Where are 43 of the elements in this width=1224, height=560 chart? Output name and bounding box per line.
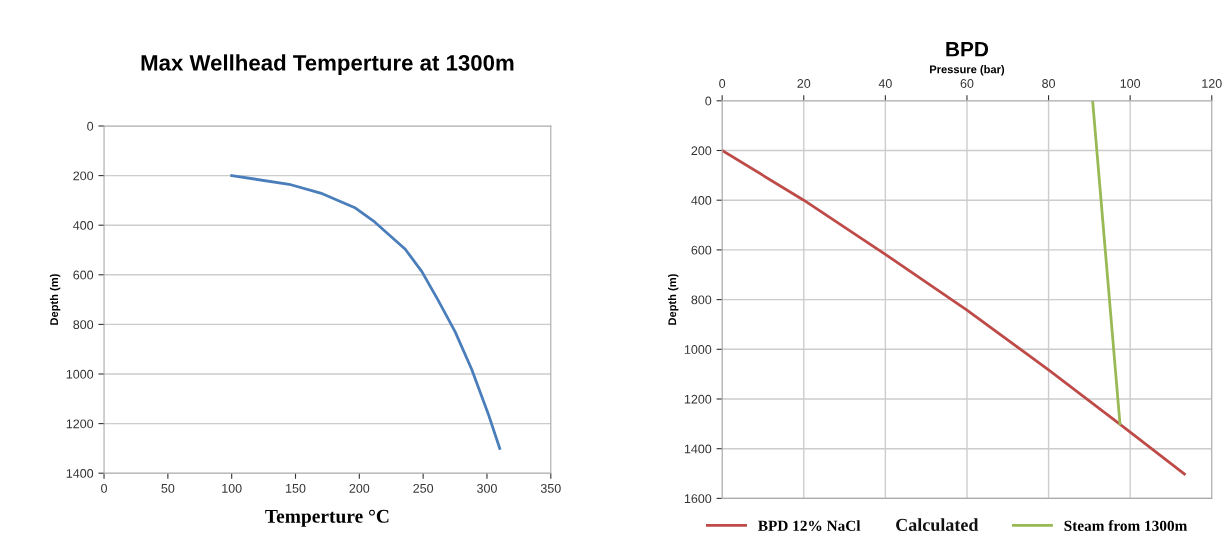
y-tick-label: 1400 bbox=[684, 444, 712, 454]
x-tick-label: 150 bbox=[286, 483, 306, 493]
y-tick-label: 400 bbox=[691, 196, 712, 205]
y-tick-label: 800 bbox=[691, 295, 712, 305]
y-tick-label: 1600 bbox=[684, 494, 712, 504]
y-tick-label: 1400 bbox=[66, 469, 94, 478]
line-series bbox=[722, 149, 1186, 476]
y-tick-label: 0 bbox=[87, 121, 94, 131]
y-tick-label: 1000 bbox=[66, 369, 94, 379]
x-axis-title: Pressure (bar) bbox=[930, 65, 1005, 76]
x-tick-label: 120 bbox=[1202, 79, 1222, 88]
y-tick-label: 1200 bbox=[684, 394, 712, 404]
x-tick-label: 50 bbox=[161, 483, 175, 493]
y-tick-label: 600 bbox=[73, 270, 94, 280]
chart-title: BPD bbox=[946, 42, 989, 57]
y-tick-label: 600 bbox=[691, 245, 712, 255]
x-tick-label: 100 bbox=[1120, 79, 1141, 88]
x-tick-label: 20 bbox=[797, 79, 811, 88]
x-axis-title: Temperture °C bbox=[265, 509, 389, 527]
y-tick-label: 1200 bbox=[66, 419, 94, 429]
x-tick-label: 300 bbox=[477, 483, 497, 493]
y-tick-label: 0 bbox=[705, 96, 712, 106]
x-tick-label: 80 bbox=[1042, 79, 1056, 88]
legend-label: Steam from 1300m bbox=[1064, 520, 1188, 531]
y-tick-label: 200 bbox=[691, 146, 712, 156]
x-tick-label: 200 bbox=[349, 483, 370, 493]
y-axis-title: Depth (m) bbox=[49, 274, 61, 325]
x-tick-label: 0 bbox=[101, 483, 108, 493]
x-tick-label: 60 bbox=[960, 79, 974, 88]
x-tick-label: 250 bbox=[413, 483, 434, 493]
chart-title: Max Wellhead Temperture at 1300m bbox=[141, 54, 514, 76]
line-series bbox=[230, 174, 502, 450]
x-tick-label: 40 bbox=[878, 79, 892, 88]
y-tick-label: 200 bbox=[73, 171, 94, 181]
y-tick-label: 800 bbox=[73, 320, 94, 330]
x-tick-label: 100 bbox=[222, 483, 242, 493]
y-axis-title: Depth (m) bbox=[668, 274, 679, 325]
x-tick-label: 0 bbox=[719, 79, 726, 88]
text: Calculated bbox=[896, 518, 979, 532]
legend-label: BPD 12% NaCl bbox=[758, 520, 861, 531]
x-tick-label: 350 bbox=[540, 483, 561, 493]
y-tick-label: 400 bbox=[73, 221, 94, 230]
y-tick-label: 1000 bbox=[684, 345, 712, 354]
